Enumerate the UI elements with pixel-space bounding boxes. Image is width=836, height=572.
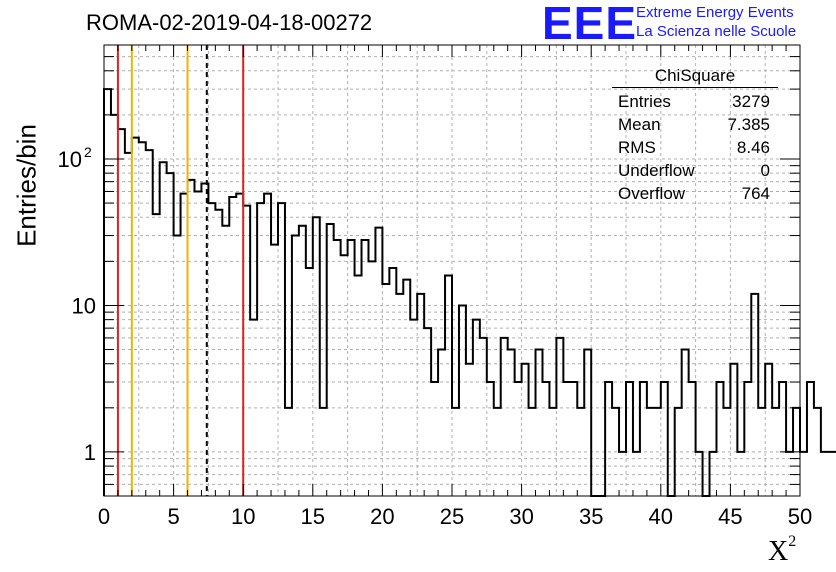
stats-label: Underflow <box>618 161 695 180</box>
x-tick-label: 15 <box>301 504 325 529</box>
stats-row: Entries 3279 <box>612 90 778 113</box>
x-axis-label-text: X <box>768 536 789 567</box>
stats-box: ChiSquare Entries 3279 Mean 7.385 RMS 8.46 … <box>612 66 778 205</box>
stats-row: Mean 7.385 <box>612 113 778 136</box>
stats-row: RMS 8.46 <box>612 136 778 159</box>
logo-line-2: La Scienza nelle Scuole <box>636 23 797 40</box>
x-tick-label: 25 <box>440 504 464 529</box>
stats-label: Overflow <box>618 184 686 203</box>
y-tick-label: 1 <box>84 440 96 465</box>
stats-value: 3279 <box>732 92 770 111</box>
stats-title: ChiSquare <box>612 66 778 88</box>
x-tick-label: 5 <box>167 504 179 529</box>
x-tick-label: 20 <box>370 504 394 529</box>
stats-row: Overflow 764 <box>612 182 778 205</box>
stats-value: 8.46 <box>736 138 770 157</box>
y-tick-label: 10 <box>72 293 96 318</box>
stats-label: Entries <box>618 92 671 111</box>
x-axis-label-superscript: 2 <box>788 532 797 550</box>
x-axis-label: X2 <box>768 532 797 568</box>
stats-value: 764 <box>741 184 770 203</box>
x-tick-label: 40 <box>649 504 673 529</box>
stats-row: Underflow 0 <box>612 159 778 182</box>
y-tick-exponent: 2 <box>84 144 92 160</box>
x-tick-label: 35 <box>579 504 603 529</box>
chart-title: ROMA-02-2019-04-18-00272 <box>86 10 373 35</box>
x-tick-label: 0 <box>98 504 110 529</box>
x-tick-label: 50 <box>788 504 812 529</box>
logo-line-1: Extreme Energy Events <box>636 4 794 21</box>
stats-label: RMS <box>618 138 656 157</box>
stats-value: 0 <box>760 161 770 180</box>
x-tick-label: 45 <box>718 504 742 529</box>
logo-text: Extreme Energy Events La Scienza nelle S… <box>636 3 796 41</box>
x-tick-label: 30 <box>509 504 533 529</box>
x-tick-label: 10 <box>231 504 255 529</box>
eee-logo: EEE <box>542 0 638 49</box>
stats-label: Mean <box>618 115 661 134</box>
y-tick-label: 10 <box>58 147 82 172</box>
histogram-line <box>103 88 836 497</box>
stats-value: 7.385 <box>727 115 770 134</box>
